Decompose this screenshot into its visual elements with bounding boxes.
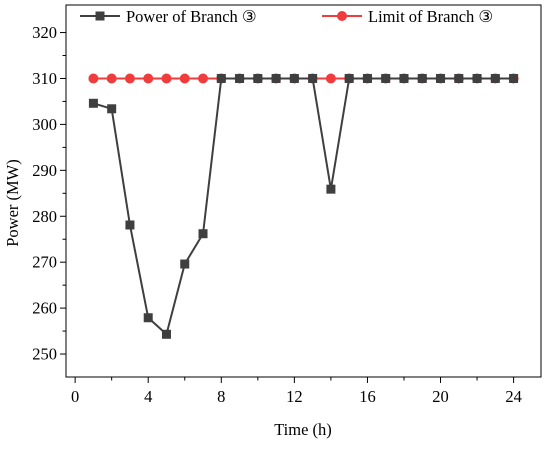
legend-marker-power <box>95 11 105 21</box>
data-point-power <box>472 73 482 83</box>
data-point-limit <box>143 73 154 84</box>
data-point-limit <box>124 73 135 84</box>
y-tick-label: 320 <box>32 23 57 42</box>
data-point-power <box>417 73 427 83</box>
legend-marker-limit <box>337 11 347 21</box>
series-layer <box>88 73 519 339</box>
x-tick-label: 4 <box>144 387 152 406</box>
data-point-power <box>143 313 153 323</box>
x-tick-label: 16 <box>359 387 376 406</box>
data-point-power <box>216 73 226 83</box>
data-point-power <box>326 184 336 194</box>
y-tick-label: 260 <box>32 299 57 318</box>
y-tick-label: 290 <box>32 161 57 180</box>
data-point-power <box>161 329 171 339</box>
y-tick-label: 250 <box>32 345 57 364</box>
data-point-power <box>289 73 299 83</box>
data-point-power <box>509 73 519 83</box>
data-point-power <box>436 73 446 83</box>
data-point-power <box>308 73 318 83</box>
data-point-power <box>180 259 190 269</box>
legend-label-power: Power of Branch ③ <box>126 7 257 26</box>
y-tick-label: 300 <box>32 115 57 134</box>
data-point-power <box>399 73 409 83</box>
data-point-power <box>271 73 281 83</box>
series-line-power <box>93 77 514 336</box>
legend-label-limit: Limit of Branch ③ <box>368 7 493 26</box>
legend-item-limit: Limit of Branch ③ <box>322 7 493 26</box>
x-tick-label: 12 <box>286 387 303 406</box>
y-axis-label: Power (MW) <box>3 159 22 247</box>
y-tick-label: 310 <box>32 69 57 88</box>
x-tick-label: 8 <box>217 387 225 406</box>
data-point-power <box>362 73 372 83</box>
data-point-power <box>107 104 117 114</box>
data-point-power <box>235 73 245 83</box>
data-point-limit <box>198 73 209 84</box>
data-point-power <box>490 73 500 83</box>
data-point-power <box>344 73 354 83</box>
data-point-limit <box>88 73 99 84</box>
y-tick-label: 270 <box>32 253 57 272</box>
data-point-power <box>88 98 98 108</box>
data-point-limit <box>161 73 172 84</box>
data-point-power <box>381 73 391 83</box>
data-point-limit <box>325 73 336 84</box>
legend: Power of Branch ③ Limit of Branch ③ <box>80 7 493 26</box>
data-point-limit <box>179 73 190 84</box>
x-axis-label: Time (h) <box>274 420 332 439</box>
data-point-limit <box>106 73 117 84</box>
y-tick-label: 280 <box>32 207 57 226</box>
axes: 0 4 8 12 16 20 24 250 260 270 280 290 300 310 320 <box>32 4 542 406</box>
x-tick-label: 24 <box>505 387 522 406</box>
data-point-power <box>125 220 135 230</box>
x-tick-label: 20 <box>432 387 449 406</box>
data-point-power <box>198 229 208 239</box>
legend-item-power: Power of Branch ③ <box>80 7 257 26</box>
data-point-power <box>253 73 263 83</box>
data-point-power <box>454 73 464 83</box>
x-tick-label: 0 <box>71 387 79 406</box>
plot-frame <box>65 4 542 378</box>
